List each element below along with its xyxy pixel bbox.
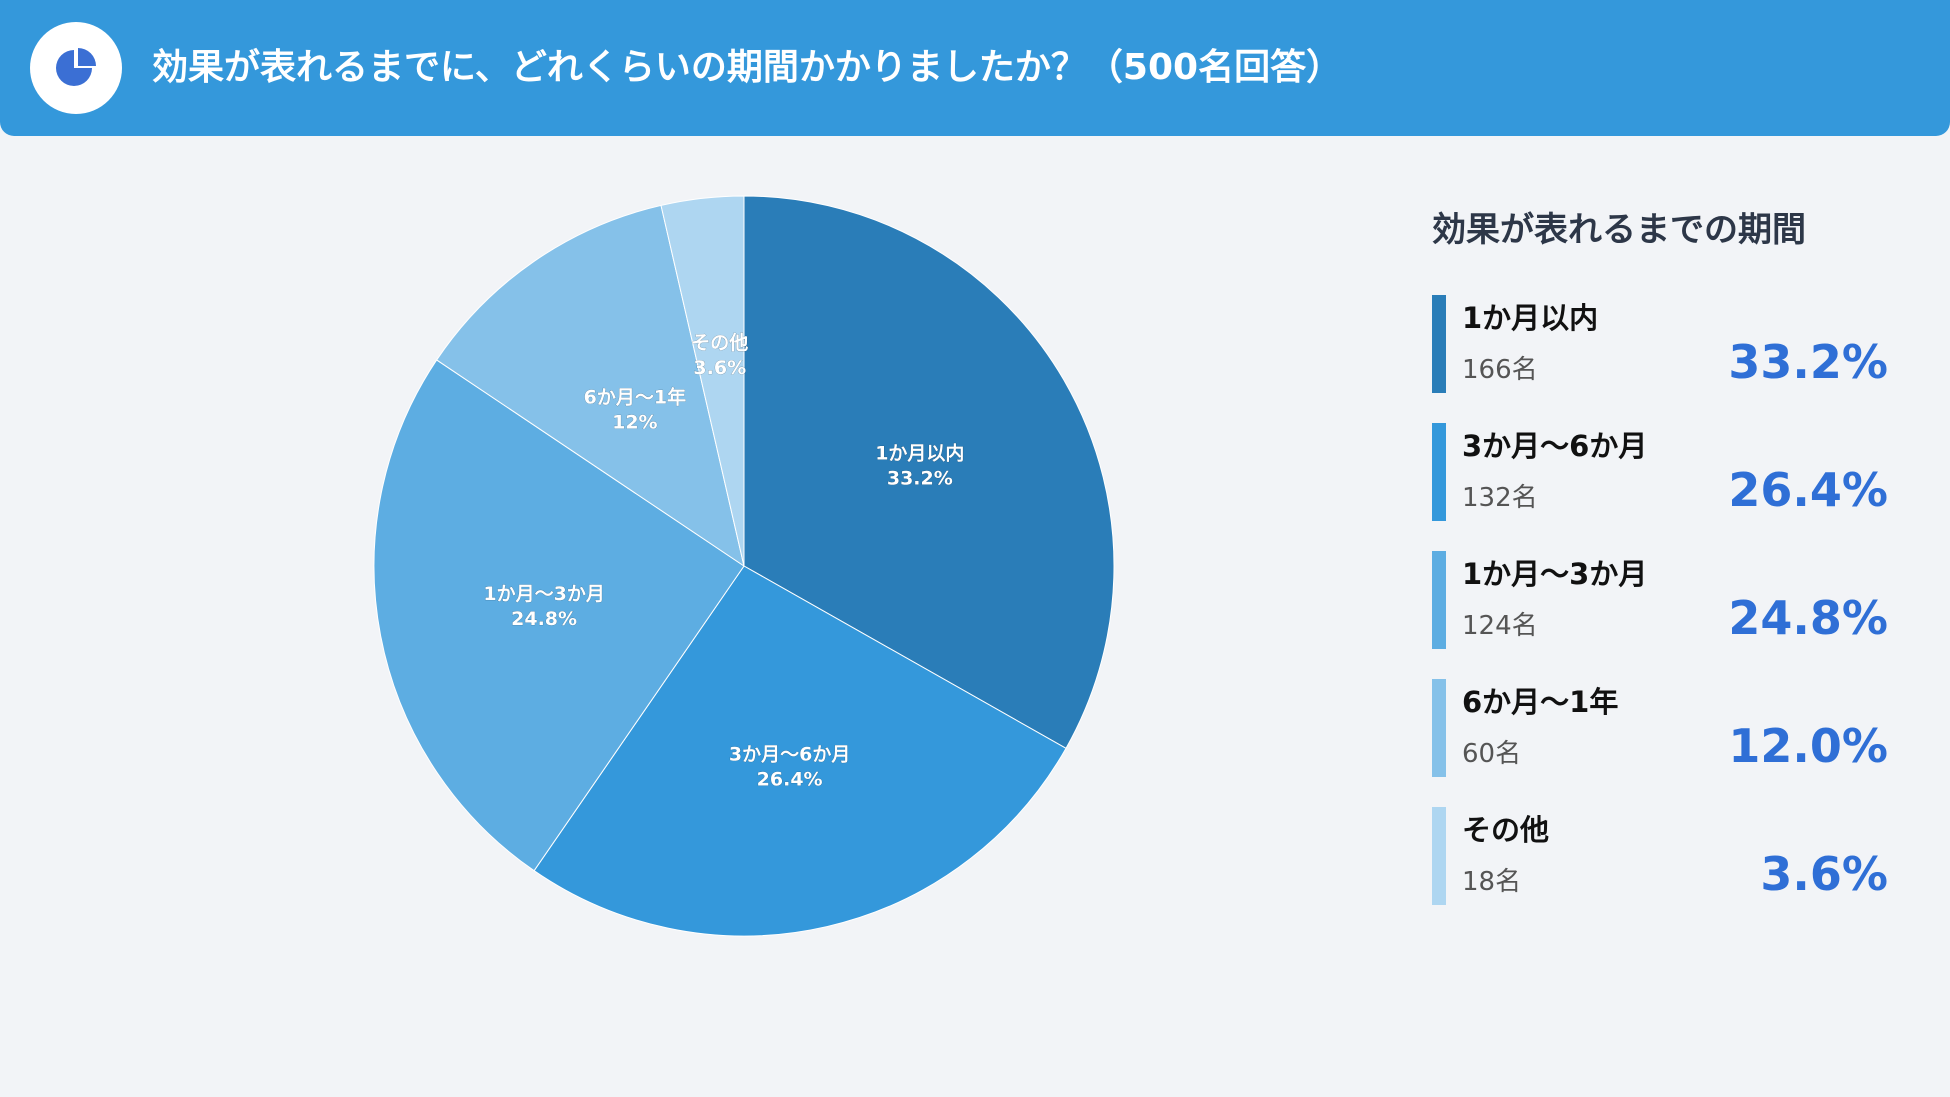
pie-slice — [373, 359, 745, 872]
pie-slice — [533, 565, 1067, 937]
pie-chart: 1か月以内 33.2% 3か月〜6か月 26.4% 1か月〜3か月 24.8% 6か月〜1年… — [372, 194, 1116, 938]
pie-slice-label: その他 3.6% — [691, 331, 748, 379]
pie-slice-label: 3か月〜6か月 26.4% — [729, 743, 850, 790]
pie-slice-label: 6か月〜1年 12% — [584, 386, 686, 434]
legend-color-bar — [1432, 551, 1446, 649]
pie-slice-label: 1か月以内 33.2% — [875, 442, 964, 490]
header-bar: 効果が表れるまでに、どれくらいの期間かかりましたか？（500名回答） — [0, 0, 1950, 136]
legend-item: その他 18名 3.6% — [1432, 807, 1892, 905]
legend-item-count: 166名 — [1462, 355, 1538, 385]
legend-item-percent: 12.0% — [1728, 719, 1888, 773]
legend-item-count: 18名 — [1462, 867, 1522, 897]
pie-slice — [435, 204, 745, 568]
legend-item-label: 3か月〜6か月 — [1462, 429, 1648, 463]
header-icon-badge — [30, 22, 122, 114]
legend-item: 6か月〜1年 60名 12.0% — [1432, 679, 1892, 777]
legend-item: 1か月以内 166名 33.2% — [1432, 295, 1892, 393]
legend-color-bar — [1432, 807, 1446, 905]
legend-item-count: 124名 — [1462, 611, 1538, 641]
pie-slice — [743, 195, 1115, 749]
legend-item-percent: 3.6% — [1760, 847, 1888, 901]
legend-item-label: 1か月〜3か月 — [1462, 557, 1648, 591]
pie-slice — [660, 195, 745, 567]
pie-slice-label: 1か月〜3か月 24.8% — [483, 583, 604, 630]
legend-title: 効果が表れるまでの期間 — [1432, 210, 1806, 250]
legend-item-count: 132名 — [1462, 483, 1538, 513]
legend-color-bar — [1432, 423, 1446, 521]
legend-item-percent: 24.8% — [1728, 591, 1888, 645]
legend-item-count: 60名 — [1462, 739, 1522, 769]
legend-item-percent: 33.2% — [1728, 335, 1888, 389]
legend-item: 1か月〜3か月 124名 24.8% — [1432, 551, 1892, 649]
pie-chart-icon — [56, 48, 96, 86]
pie-chart-svg: 1か月以内 33.2% 3か月〜6か月 26.4% 1か月〜3か月 24.8% 6か月〜1年… — [373, 195, 1115, 937]
legend-color-bar — [1432, 679, 1446, 777]
legend-item-label: その他 — [1462, 813, 1550, 847]
legend-item: 3か月〜6か月 132名 26.4% — [1432, 423, 1892, 521]
legend-item-percent: 26.4% — [1728, 463, 1888, 517]
legend-item-label: 6か月〜1年 — [1462, 685, 1619, 719]
page-title: 効果が表れるまでに、どれくらいの期間かかりましたか？（500名回答） — [152, 47, 1343, 88]
legend-color-bar — [1432, 295, 1446, 393]
legend-item-label: 1か月以内 — [1462, 301, 1599, 335]
